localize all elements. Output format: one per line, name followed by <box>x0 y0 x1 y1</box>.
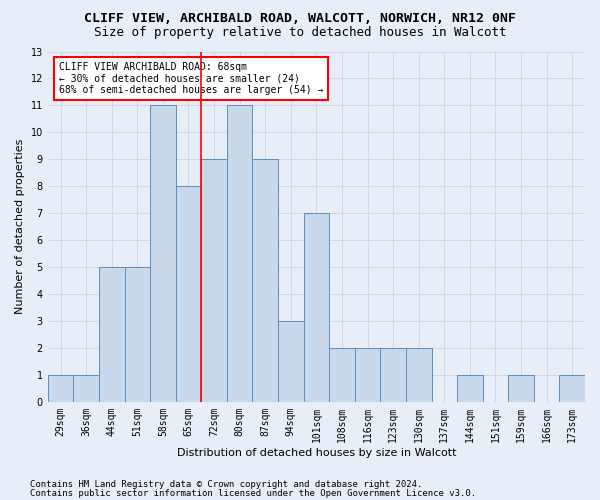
Bar <box>125 267 150 402</box>
Y-axis label: Number of detached properties: Number of detached properties <box>15 139 25 314</box>
Bar <box>150 106 176 402</box>
Bar <box>304 213 329 402</box>
Text: CLIFF VIEW ARCHIBALD ROAD: 68sqm
← 30% of detached houses are smaller (24)
68% o: CLIFF VIEW ARCHIBALD ROAD: 68sqm ← 30% o… <box>59 62 323 95</box>
Bar <box>73 375 99 402</box>
Text: Contains HM Land Registry data © Crown copyright and database right 2024.: Contains HM Land Registry data © Crown c… <box>30 480 422 489</box>
Bar <box>457 375 482 402</box>
Text: Size of property relative to detached houses in Walcott: Size of property relative to detached ho… <box>94 26 506 39</box>
Bar <box>508 375 534 402</box>
Bar <box>253 160 278 402</box>
X-axis label: Distribution of detached houses by size in Walcott: Distribution of detached houses by size … <box>176 448 456 458</box>
Bar <box>176 186 201 402</box>
Bar <box>355 348 380 402</box>
Bar <box>329 348 355 402</box>
Bar <box>278 321 304 402</box>
Bar <box>380 348 406 402</box>
Bar <box>406 348 431 402</box>
Bar <box>201 160 227 402</box>
Bar <box>559 375 585 402</box>
Bar <box>227 106 253 402</box>
Text: Contains public sector information licensed under the Open Government Licence v3: Contains public sector information licen… <box>30 488 476 498</box>
Bar <box>48 375 73 402</box>
Bar <box>99 267 125 402</box>
Text: CLIFF VIEW, ARCHIBALD ROAD, WALCOTT, NORWICH, NR12 0NF: CLIFF VIEW, ARCHIBALD ROAD, WALCOTT, NOR… <box>84 12 516 26</box>
